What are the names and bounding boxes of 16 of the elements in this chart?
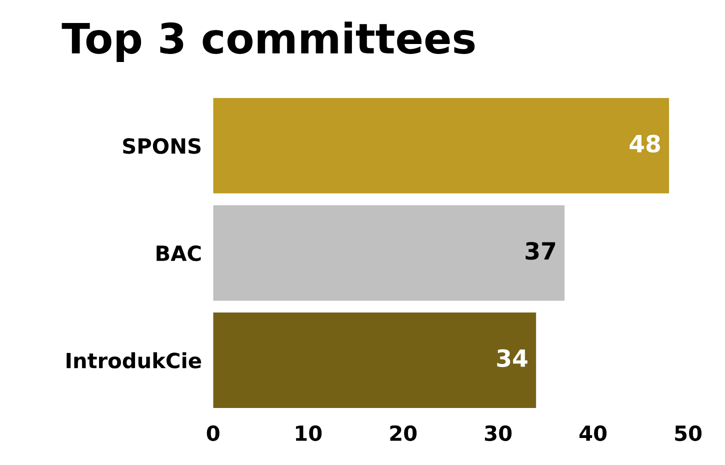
bar (213, 312, 536, 408)
x-tick-label: 10 (296, 425, 322, 442)
x-tick-label: 40 (579, 425, 607, 442)
x-tick-label: 0 (206, 425, 220, 442)
y-tick-label: BAC (156, 245, 201, 262)
data-label: 48 (630, 134, 660, 153)
x-tick-label: 20 (390, 425, 417, 442)
bar (213, 205, 565, 301)
data-label: 34 (497, 349, 528, 368)
y-tick-label: SPONS (123, 138, 201, 154)
data-label: 37 (526, 242, 556, 260)
chart-title: Top 3 committees (62, 22, 475, 62)
x-tick-label: 30 (484, 425, 512, 442)
y-tick-label: IntrodukCie (66, 352, 202, 368)
x-tick-label: 50 (675, 425, 702, 442)
bar (213, 98, 670, 194)
